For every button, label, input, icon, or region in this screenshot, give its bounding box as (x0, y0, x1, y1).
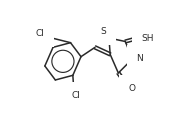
Text: Cl: Cl (36, 29, 45, 38)
Text: N: N (136, 54, 143, 63)
Text: SH: SH (141, 34, 153, 43)
Text: O: O (128, 84, 135, 93)
Text: S: S (101, 27, 107, 36)
Text: Cl: Cl (71, 91, 80, 100)
